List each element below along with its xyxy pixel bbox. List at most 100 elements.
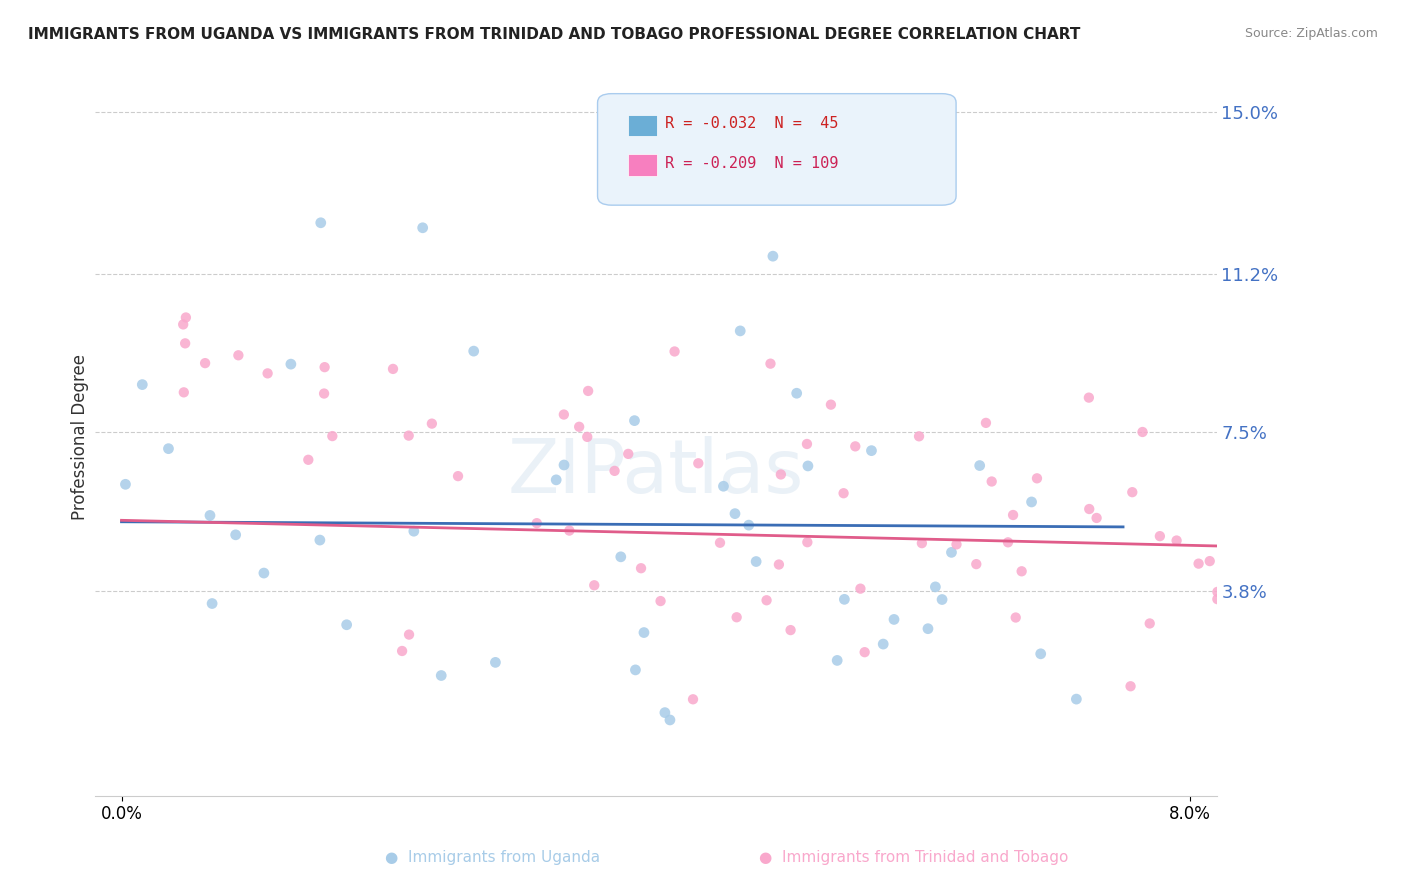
Point — [201, 597, 224, 611]
Point — [225, 528, 247, 542]
Point — [759, 357, 782, 371]
Point — [391, 644, 413, 658]
Point — [314, 360, 336, 375]
Point — [297, 452, 319, 467]
Point — [1149, 529, 1171, 543]
Point — [1078, 502, 1101, 516]
Point — [172, 318, 194, 332]
Point — [941, 545, 963, 559]
Text: ZIPatlas: ZIPatlas — [508, 436, 804, 509]
Point — [633, 625, 655, 640]
Text: R = -0.209  N = 109: R = -0.209 N = 109 — [665, 156, 838, 170]
Point — [174, 336, 197, 351]
Point — [688, 456, 710, 470]
Point — [997, 535, 1019, 549]
Point — [1358, 442, 1381, 456]
Point — [1011, 564, 1033, 578]
Point — [1331, 532, 1354, 546]
Point — [1340, 568, 1362, 582]
Point — [174, 310, 197, 325]
Point — [738, 518, 761, 533]
Point — [398, 627, 420, 641]
Point — [382, 362, 405, 376]
Point — [664, 344, 686, 359]
Point — [623, 414, 645, 428]
Point — [1002, 508, 1025, 522]
Point — [682, 692, 704, 706]
Point — [398, 428, 420, 442]
Point — [1206, 585, 1229, 599]
Point — [1289, 652, 1312, 666]
Point — [576, 384, 599, 398]
Point — [1066, 692, 1088, 706]
Point — [420, 417, 443, 431]
Point — [924, 580, 946, 594]
Point — [825, 653, 848, 667]
Point — [309, 533, 332, 547]
Point — [630, 561, 652, 575]
Point — [1026, 471, 1049, 485]
Point — [1021, 495, 1043, 509]
Point — [610, 549, 633, 564]
Text: R = -0.032  N =  45: R = -0.032 N = 45 — [665, 117, 838, 131]
Point — [1253, 467, 1275, 481]
Point — [447, 469, 470, 483]
Point — [114, 477, 136, 491]
Point — [198, 508, 221, 523]
Point — [745, 555, 768, 569]
Point — [1264, 591, 1286, 605]
Point — [173, 385, 195, 400]
Point — [1029, 647, 1052, 661]
Point — [755, 593, 778, 607]
Point — [779, 623, 801, 637]
Point — [1004, 610, 1026, 624]
Point — [762, 249, 785, 263]
Point — [974, 416, 997, 430]
Point — [546, 473, 568, 487]
Point — [1119, 679, 1142, 693]
Point — [402, 524, 425, 539]
Point — [256, 367, 278, 381]
Point — [412, 220, 434, 235]
Text: ●  Immigrants from Uganda: ● Immigrants from Uganda — [384, 850, 600, 865]
Point — [860, 443, 883, 458]
Point — [553, 458, 575, 472]
Point — [796, 535, 818, 549]
Point — [834, 592, 856, 607]
Point — [658, 713, 681, 727]
Point — [1139, 616, 1161, 631]
Point — [309, 216, 332, 230]
Point — [336, 617, 359, 632]
Point — [321, 429, 343, 443]
Point — [786, 386, 808, 401]
Point — [131, 377, 153, 392]
Point — [724, 507, 747, 521]
Point — [1240, 697, 1263, 711]
Point — [965, 557, 987, 571]
Point — [1166, 533, 1188, 548]
Point — [157, 442, 180, 456]
Point — [430, 668, 453, 682]
Point — [280, 357, 302, 371]
Text: Source: ZipAtlas.com: Source: ZipAtlas.com — [1244, 27, 1378, 40]
Point — [844, 439, 866, 453]
Point — [713, 479, 735, 493]
Point — [1187, 557, 1209, 571]
Point — [568, 419, 591, 434]
Point — [969, 458, 991, 473]
Point — [1132, 425, 1154, 439]
Point — [883, 612, 905, 626]
Point — [1312, 621, 1334, 635]
Point — [797, 458, 820, 473]
Y-axis label: Professional Degree: Professional Degree — [72, 353, 89, 520]
Point — [558, 524, 581, 538]
Point — [1385, 633, 1406, 648]
Point — [709, 535, 731, 549]
Point — [624, 663, 647, 677]
Point — [553, 408, 575, 422]
Point — [769, 467, 792, 482]
Point — [931, 592, 953, 607]
Point — [945, 537, 967, 551]
Point — [650, 594, 672, 608]
Point — [911, 536, 934, 550]
